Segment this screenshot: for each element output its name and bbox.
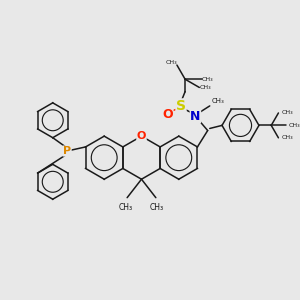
Text: CH₃: CH₃ — [119, 203, 133, 212]
Text: CH₃: CH₃ — [165, 61, 177, 65]
Text: O: O — [162, 108, 173, 121]
Text: CH₃: CH₃ — [150, 203, 164, 212]
Text: P: P — [63, 146, 71, 156]
Text: S: S — [176, 99, 186, 113]
Text: CH₃: CH₃ — [281, 110, 293, 116]
Text: N: N — [190, 110, 201, 123]
Text: CH₃: CH₃ — [281, 135, 293, 140]
Text: CH₃: CH₃ — [289, 123, 300, 128]
Text: CH₃: CH₃ — [199, 85, 211, 90]
Text: CH₃: CH₃ — [212, 98, 224, 104]
Text: O: O — [137, 131, 146, 141]
Text: CH₃: CH₃ — [202, 77, 213, 82]
